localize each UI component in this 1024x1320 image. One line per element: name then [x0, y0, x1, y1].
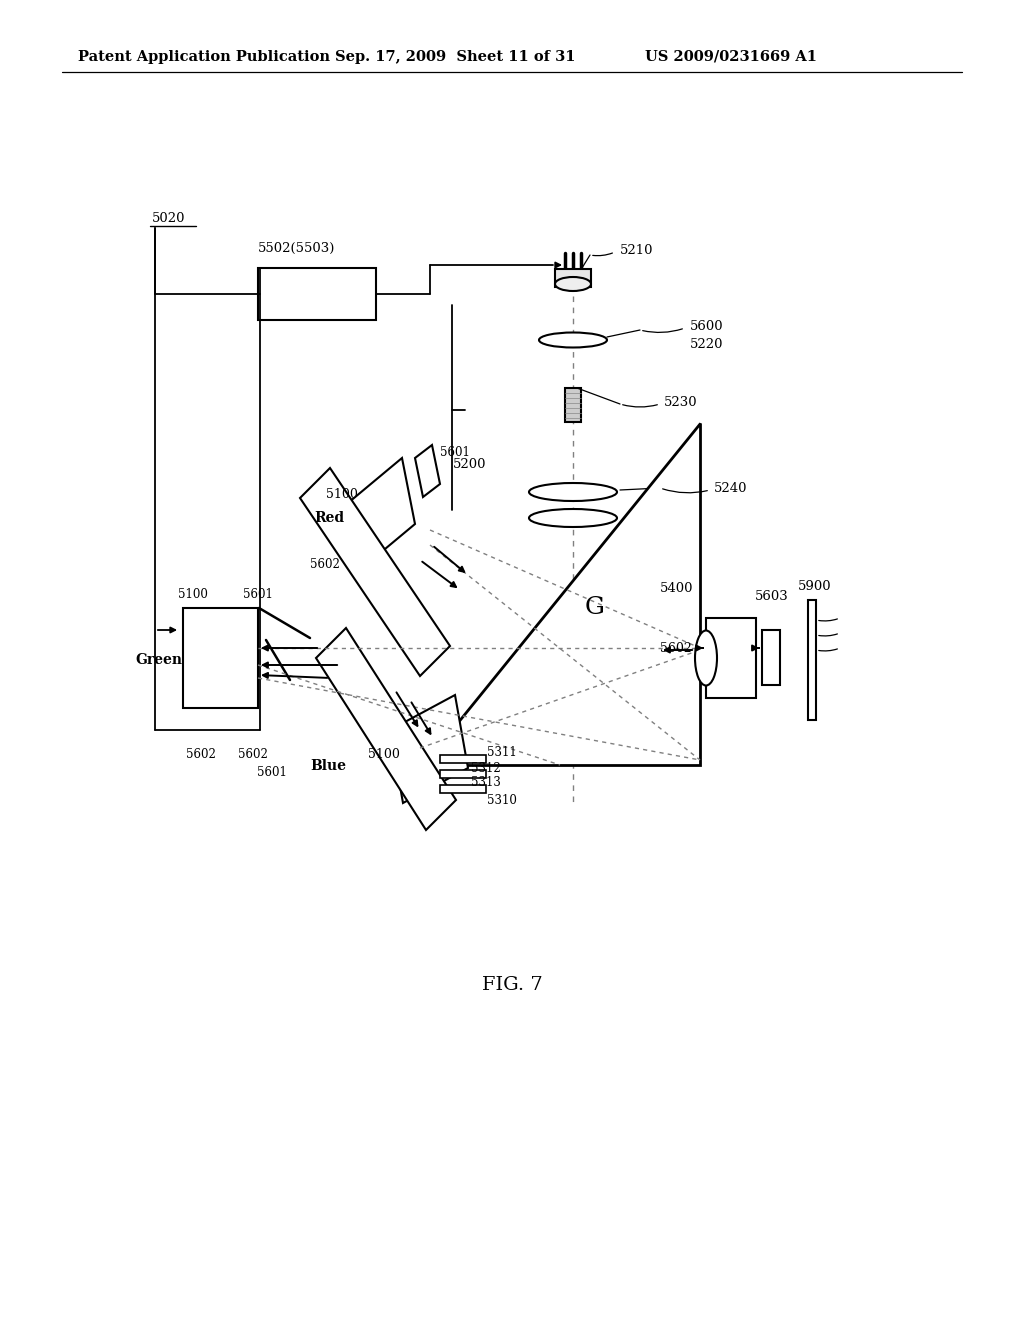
- Text: 5602: 5602: [186, 748, 216, 762]
- Ellipse shape: [555, 277, 591, 290]
- Text: 5602: 5602: [310, 558, 340, 572]
- Text: 5601: 5601: [243, 589, 272, 602]
- Text: 5100: 5100: [368, 748, 400, 762]
- Text: FIG. 7: FIG. 7: [481, 975, 543, 994]
- Text: Green: Green: [135, 653, 182, 667]
- Polygon shape: [342, 458, 415, 574]
- Text: 5601: 5601: [440, 446, 470, 459]
- Text: 5601: 5601: [257, 766, 287, 779]
- Polygon shape: [415, 445, 440, 498]
- Text: Patent Application Publication: Patent Application Publication: [78, 50, 330, 63]
- Text: G: G: [585, 597, 605, 619]
- Text: 5313: 5313: [471, 776, 501, 789]
- Bar: [555, 269, 591, 286]
- Bar: [762, 630, 780, 685]
- Text: 5240: 5240: [714, 482, 748, 495]
- Polygon shape: [423, 422, 700, 766]
- Text: 5230: 5230: [664, 396, 697, 408]
- Bar: [258, 268, 376, 319]
- Text: US 2009/0231669 A1: US 2009/0231669 A1: [645, 50, 817, 63]
- Text: Red: Red: [314, 511, 344, 525]
- Text: 5020: 5020: [152, 211, 185, 224]
- Text: 5220: 5220: [690, 338, 724, 351]
- Polygon shape: [300, 469, 450, 676]
- Bar: [565, 388, 581, 422]
- Bar: [706, 618, 756, 698]
- Ellipse shape: [529, 510, 617, 527]
- Polygon shape: [390, 696, 468, 803]
- Text: 5311: 5311: [487, 746, 517, 759]
- Text: 5310: 5310: [487, 793, 517, 807]
- Polygon shape: [316, 628, 456, 830]
- Ellipse shape: [695, 631, 717, 685]
- Text: 5100: 5100: [326, 488, 357, 502]
- Text: 5602: 5602: [238, 748, 268, 762]
- Bar: [440, 770, 486, 777]
- Text: 5200: 5200: [453, 458, 486, 470]
- Ellipse shape: [529, 483, 617, 502]
- Text: Blue: Blue: [310, 759, 346, 774]
- Text: 5400: 5400: [660, 582, 693, 594]
- Ellipse shape: [539, 333, 607, 347]
- Bar: [440, 755, 486, 763]
- Text: 5602: 5602: [660, 642, 692, 655]
- Text: 5312: 5312: [471, 762, 501, 775]
- Text: 5900: 5900: [798, 579, 831, 593]
- Text: 5100: 5100: [178, 589, 208, 602]
- Bar: [808, 601, 816, 719]
- Text: 5603: 5603: [755, 590, 788, 602]
- Bar: [440, 785, 486, 793]
- Text: 5600: 5600: [690, 319, 724, 333]
- Text: 5502(5503): 5502(5503): [258, 242, 336, 255]
- Bar: [183, 609, 258, 708]
- Text: Sep. 17, 2009  Sheet 11 of 31: Sep. 17, 2009 Sheet 11 of 31: [335, 50, 575, 63]
- Text: 5210: 5210: [620, 243, 653, 256]
